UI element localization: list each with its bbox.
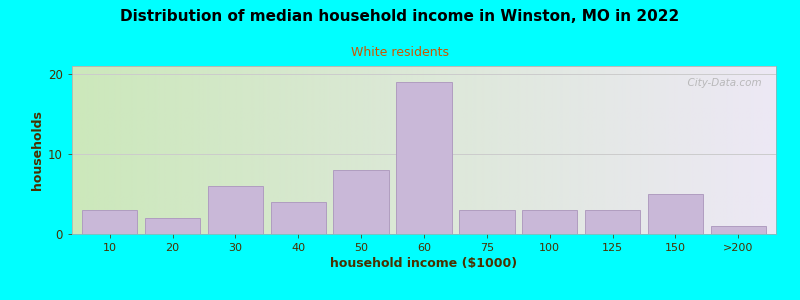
Bar (396, 82, 452, 234)
Bar (710, 226, 766, 234)
Bar (334, 170, 389, 234)
Text: White residents: White residents (351, 46, 449, 59)
X-axis label: household income ($1000): household income ($1000) (330, 257, 518, 270)
Y-axis label: households: households (31, 110, 44, 190)
Bar (208, 186, 263, 234)
Text: City-Data.com: City-Data.com (682, 78, 762, 88)
Bar (459, 210, 514, 234)
Bar (82, 210, 138, 234)
Bar (270, 202, 326, 234)
Bar (648, 194, 703, 234)
Bar (585, 210, 640, 234)
Bar (145, 218, 200, 234)
Text: Distribution of median household income in Winston, MO in 2022: Distribution of median household income … (120, 9, 680, 24)
Bar (522, 210, 578, 234)
